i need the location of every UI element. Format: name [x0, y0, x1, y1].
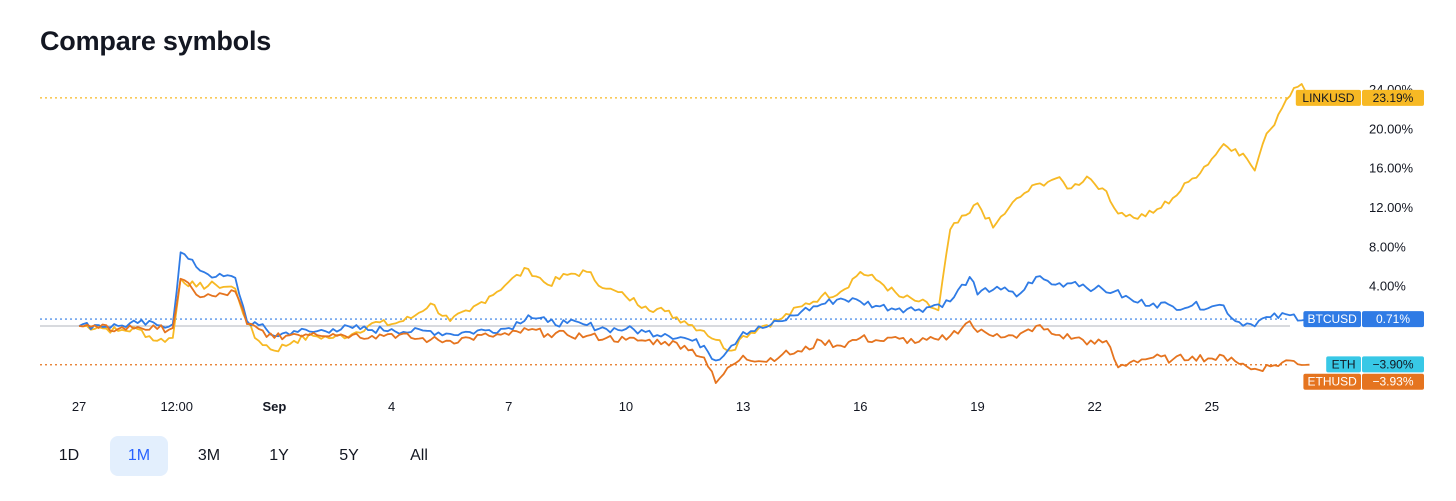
chart-title: Compare symbols	[40, 26, 272, 56]
ethusd-tag-name-bg	[1303, 373, 1361, 390]
comparison-chart[interactable]: 24.00%20.00%16.00%12.00%8.00%4.00% 27 12:…	[0, 0, 1456, 425]
ethusd-tag-value-bg	[1362, 373, 1424, 390]
x-tick-label: 13	[736, 399, 750, 414]
linkusd-price-tag: LINKUSD 23.19%	[1295, 89, 1424, 106]
x-tick-label: 27	[72, 399, 86, 414]
ethusd-series-line[interactable]	[79, 277, 1310, 384]
linkusd-tag-name: LINKUSD	[1302, 91, 1354, 105]
linkusd-tag-value-bg	[1362, 89, 1424, 106]
eth-tag-value: −3.90%	[1372, 357, 1413, 371]
eth-tag-name: ETH	[1332, 357, 1356, 371]
btcusd-tag-value-bg	[1362, 311, 1424, 328]
eth-tag-name-bg	[1326, 356, 1361, 373]
x-tick-label: Sep	[262, 399, 286, 414]
y-tick-label: 20.00%	[1369, 121, 1414, 136]
btcusd-price-tag: BTCUSD 0.71%	[1303, 311, 1424, 328]
eth-tag-value-bg	[1362, 356, 1424, 373]
y-tick-label: 4.00%	[1369, 279, 1406, 294]
x-tick-label: 4	[388, 399, 395, 414]
btcusd-series-line[interactable]	[78, 251, 1310, 362]
range-selector: 1D 1M 3M 1Y 5Y All	[40, 436, 448, 476]
y-tick-label: 8.00%	[1369, 239, 1406, 254]
range-3m-button[interactable]: 3M	[180, 436, 238, 476]
range-1d-button[interactable]: 1D	[40, 436, 98, 476]
range-1m-button[interactable]: 1M	[110, 436, 168, 476]
x-tick-label: 10	[619, 399, 633, 414]
x-tick-label: 22	[1087, 399, 1101, 414]
linkusd-tag-name-bg	[1295, 89, 1361, 106]
ethusd-tag-name: ETHUSD	[1308, 375, 1358, 389]
range-5y-button[interactable]: 5Y	[320, 436, 378, 476]
x-tick-label: 12:00	[160, 399, 193, 414]
linkusd-tag-value: 23.19%	[1373, 91, 1414, 105]
ethusd-tag-value: −3.93%	[1372, 375, 1413, 389]
ethusd-price-tag: ETHUSD −3.93%	[1303, 373, 1424, 390]
range-1y-button[interactable]: 1Y	[250, 436, 308, 476]
btcusd-tag-name: BTCUSD	[1308, 312, 1358, 326]
btcusd-tag-name-bg	[1303, 311, 1361, 328]
range-all-button[interactable]: All	[390, 436, 448, 476]
y-tick-label: 16.00%	[1369, 161, 1414, 176]
x-tick-label: 16	[853, 399, 867, 414]
x-tick-label: 7	[505, 399, 512, 414]
x-tick-label: 19	[970, 399, 984, 414]
y-tick-label: 12.00%	[1369, 200, 1414, 215]
eth-price-tag: ETH −3.90%	[1326, 356, 1424, 373]
x-tick-label: 25	[1205, 399, 1219, 414]
btcusd-tag-value: 0.71%	[1376, 312, 1410, 326]
linkusd-series-line[interactable]	[79, 83, 1318, 353]
